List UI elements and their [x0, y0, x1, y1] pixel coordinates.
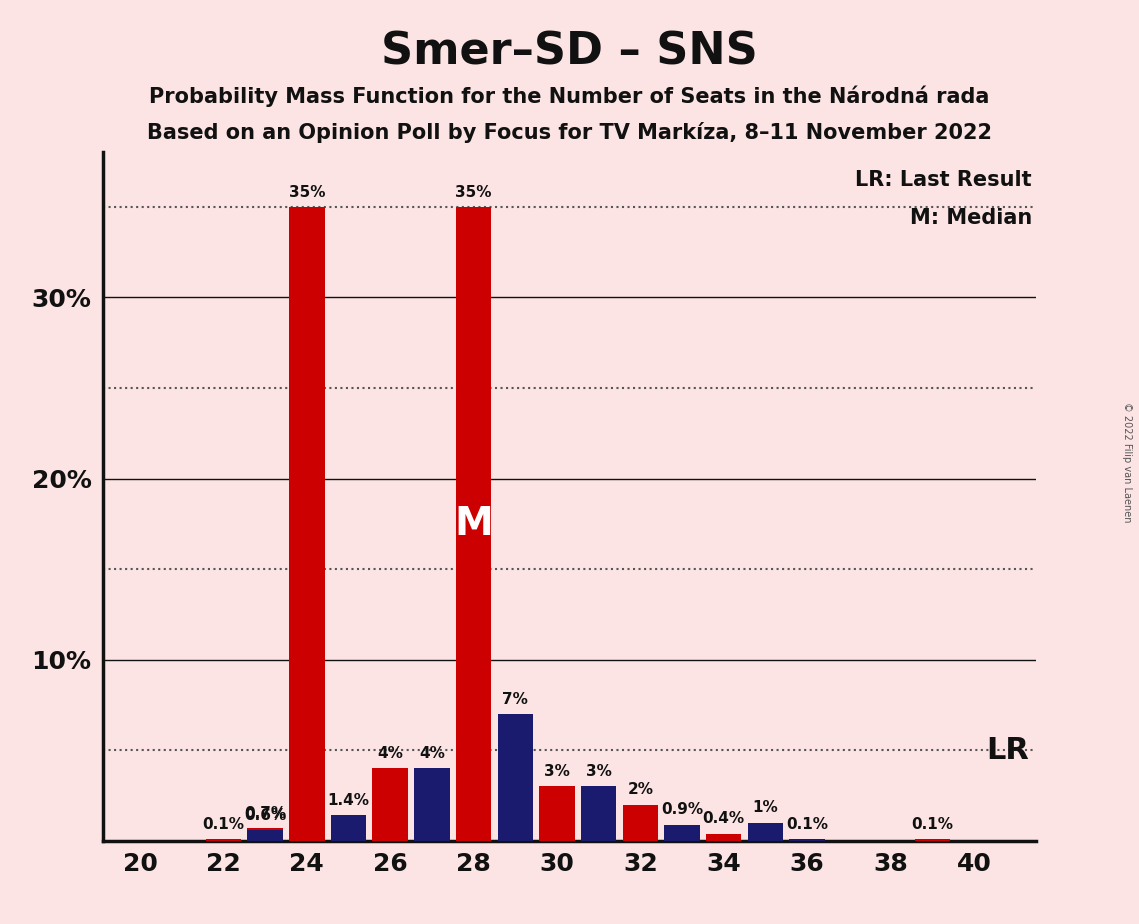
Text: 0.1%: 0.1%	[911, 817, 953, 832]
Text: 0.4%: 0.4%	[703, 811, 745, 826]
Text: 0.1%: 0.1%	[786, 817, 828, 832]
Bar	[206, 839, 241, 841]
Text: 0.9%: 0.9%	[661, 802, 703, 818]
Text: 1.4%: 1.4%	[328, 793, 369, 808]
Text: 0.1%: 0.1%	[203, 817, 245, 832]
Text: M: M	[454, 505, 493, 542]
Bar	[330, 816, 367, 841]
Bar	[706, 833, 741, 841]
Text: 4%: 4%	[377, 747, 403, 761]
Text: Smer–SD – SNS: Smer–SD – SNS	[382, 30, 757, 74]
Bar	[289, 207, 325, 841]
Bar	[539, 786, 575, 841]
Text: LR: LR	[986, 736, 1030, 765]
Text: 1%: 1%	[753, 800, 778, 816]
Text: LR: Last Result: LR: Last Result	[855, 170, 1032, 189]
Text: 7%: 7%	[502, 692, 528, 707]
Text: 0.6%: 0.6%	[244, 808, 286, 822]
Text: Based on an Opinion Poll by Focus for TV Markíza, 8–11 November 2022: Based on an Opinion Poll by Focus for TV…	[147, 122, 992, 143]
Bar	[498, 714, 533, 841]
Bar	[664, 824, 699, 841]
Text: M: Median: M: Median	[910, 208, 1032, 227]
Bar	[247, 830, 282, 841]
Text: 35%: 35%	[288, 185, 325, 200]
Text: 0.7%: 0.7%	[244, 806, 286, 821]
Bar	[915, 839, 950, 841]
Text: 35%: 35%	[456, 185, 492, 200]
Bar	[747, 822, 784, 841]
Text: 3%: 3%	[585, 764, 612, 779]
Text: Probability Mass Function for the Number of Seats in the Národná rada: Probability Mass Function for the Number…	[149, 85, 990, 106]
Text: 2%: 2%	[628, 783, 654, 797]
Text: © 2022 Filip van Laenen: © 2022 Filip van Laenen	[1122, 402, 1132, 522]
Bar	[372, 769, 408, 841]
Bar	[247, 828, 282, 841]
Bar	[789, 839, 825, 841]
Bar	[581, 786, 616, 841]
Bar	[415, 769, 450, 841]
Text: 4%: 4%	[419, 747, 445, 761]
Text: 3%: 3%	[544, 764, 570, 779]
Bar	[456, 207, 491, 841]
Bar	[623, 805, 658, 841]
